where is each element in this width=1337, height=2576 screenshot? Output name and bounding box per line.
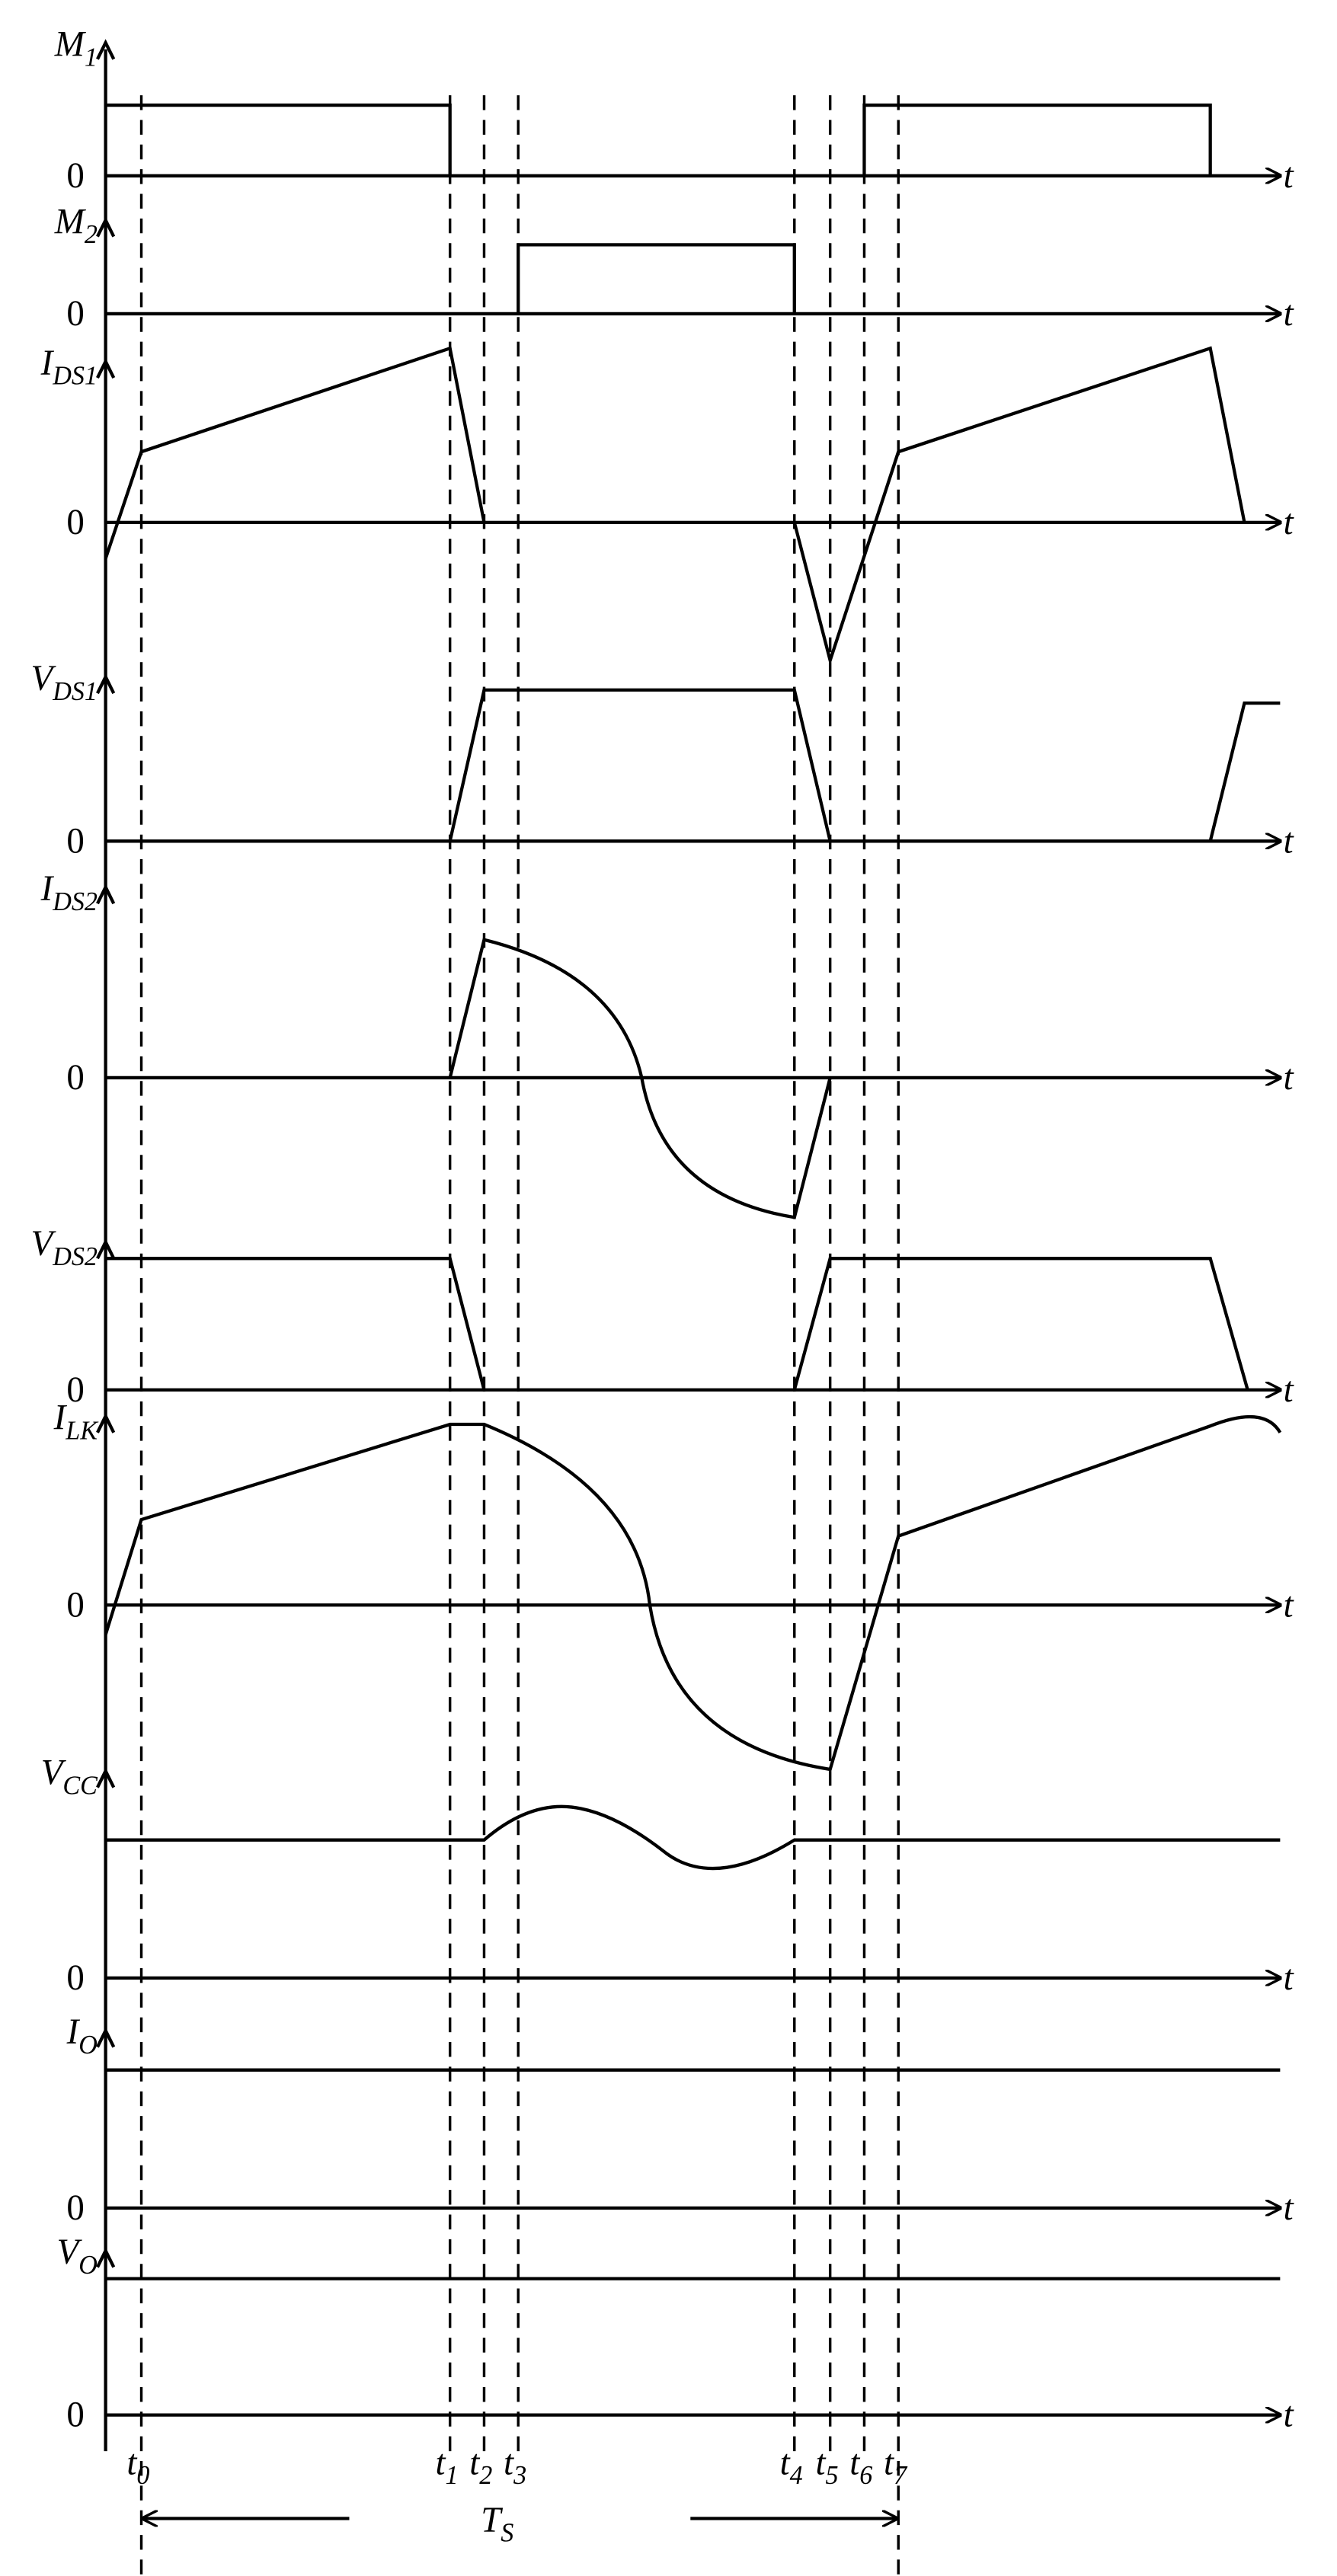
zero-label: 0	[66, 1058, 84, 1098]
time-label: t7	[884, 2443, 908, 2490]
time-label-sub: 6	[859, 2461, 872, 2490]
vds1-wave	[448, 688, 1281, 842]
zero-label: 0	[66, 1585, 84, 1625]
signal-label-sub: DS2	[52, 887, 98, 916]
signal-label-sub: 2	[85, 220, 98, 249]
signal-label: VDS2	[31, 1224, 98, 1271]
signal-label-sub: DS2	[52, 1242, 98, 1271]
signal-label: M1	[54, 24, 98, 72]
signal-label: M2	[54, 202, 98, 249]
signal-label-sub: CC	[62, 1771, 98, 1800]
time-label-sub: 7	[894, 2461, 908, 2490]
signal-label-main: I	[40, 344, 55, 383]
axis-arrow	[96, 883, 116, 905]
signal-label-main: M	[54, 202, 87, 241]
signal-label-main: V	[57, 2232, 83, 2272]
signal-label-sub: O	[78, 2031, 98, 2060]
time-label-sub: 5	[826, 2461, 839, 2490]
axis-label: t	[1284, 1958, 1295, 1998]
signal-label: ILK	[53, 1398, 99, 1445]
axis-arrow	[96, 1412, 116, 1433]
period-label: TS	[481, 2501, 513, 2548]
time-label-main: t	[780, 2443, 792, 2482]
time-label: t0	[126, 2443, 149, 2490]
waveforms	[104, 103, 1282, 2280]
zero-label: 0	[66, 156, 84, 196]
signal-label: IDS1	[40, 344, 98, 391]
time-label-sub: 1	[446, 2461, 459, 2490]
time-label-main: t	[126, 2443, 138, 2482]
time-label-main: t	[435, 2443, 446, 2482]
axis-arrow	[96, 1767, 116, 1788]
time-label: t4	[780, 2443, 803, 2490]
ilk-wave	[104, 1414, 1282, 1772]
time-label-main: t	[815, 2443, 827, 2482]
signal-label-main: I	[40, 869, 55, 909]
period-label-main: T	[481, 2501, 504, 2540]
time-label-main: t	[884, 2443, 895, 2482]
signal-label-sub: DS1	[52, 677, 98, 706]
m2-wave	[517, 243, 796, 314]
axis-arrow	[96, 2247, 116, 2268]
time-label-main: t	[469, 2443, 481, 2482]
signal-label-sub: 1	[85, 43, 98, 72]
m1-wave	[105, 103, 1212, 176]
signal-label-main: I	[66, 2012, 81, 2052]
signal-label-main: V	[31, 659, 57, 698]
axis-arrow	[96, 673, 116, 695]
axis-arrow	[96, 1238, 116, 1260]
signal-label: VCC	[41, 1753, 98, 1800]
zero-label: 0	[66, 503, 84, 542]
time-label: t3	[504, 2443, 526, 2490]
zero-label: 0	[66, 2395, 84, 2434]
axis-arrow	[96, 39, 116, 60]
axis-label: t	[1284, 1585, 1295, 1625]
signal-label-main: V	[31, 1224, 57, 1264]
axis-label: t	[1284, 821, 1295, 861]
axis-label: t	[1284, 503, 1295, 542]
time-label-sub: 0	[136, 2461, 149, 2490]
time-label: t2	[469, 2443, 492, 2490]
axis-label: t	[1284, 2395, 1295, 2434]
zero-label: 0	[66, 294, 84, 334]
zero-label: 0	[66, 2188, 84, 2228]
signal-label: IO	[66, 2012, 98, 2060]
time-label-sub: 2	[479, 2461, 492, 2490]
signal-label-main: V	[41, 1753, 67, 1792]
time-label-sub: 3	[513, 2461, 526, 2490]
signal-label-sub: O	[78, 2251, 98, 2280]
axis-arrow	[96, 357, 116, 379]
signal-label: VO	[57, 2232, 98, 2280]
axis-label: t	[1284, 2188, 1295, 2228]
period-label-sub: S	[501, 2519, 513, 2548]
zero-label: 0	[66, 1370, 84, 1410]
axis-label: t	[1284, 1370, 1295, 1410]
signal-label-main: I	[53, 1398, 68, 1437]
time-label-sub: 4	[790, 2461, 803, 2490]
signal-label-main: M	[54, 24, 87, 64]
axis-label: t	[1284, 294, 1295, 334]
time-label: t1	[435, 2443, 458, 2490]
axis-arrow	[96, 2027, 116, 2048]
signal-label-sub: DS1	[52, 362, 98, 391]
axis-label: t	[1284, 1058, 1295, 1098]
signal-label-sub: LK	[65, 1416, 99, 1445]
zero-label: 0	[66, 1958, 84, 1998]
signal-label: VDS1	[31, 659, 98, 706]
axis-label: t	[1284, 156, 1295, 196]
time-label: t6	[849, 2443, 872, 2490]
time-label-main: t	[504, 2443, 515, 2482]
time-label-main: t	[849, 2443, 861, 2482]
time-label: t5	[815, 2443, 838, 2490]
signal-label: IDS2	[40, 869, 98, 916]
axis-arrow	[96, 216, 116, 238]
vds2-wave	[105, 1257, 1249, 1391]
vcc-wave	[105, 1804, 1281, 1871]
ids1-wave	[104, 346, 1246, 666]
zero-label: 0	[66, 821, 84, 861]
